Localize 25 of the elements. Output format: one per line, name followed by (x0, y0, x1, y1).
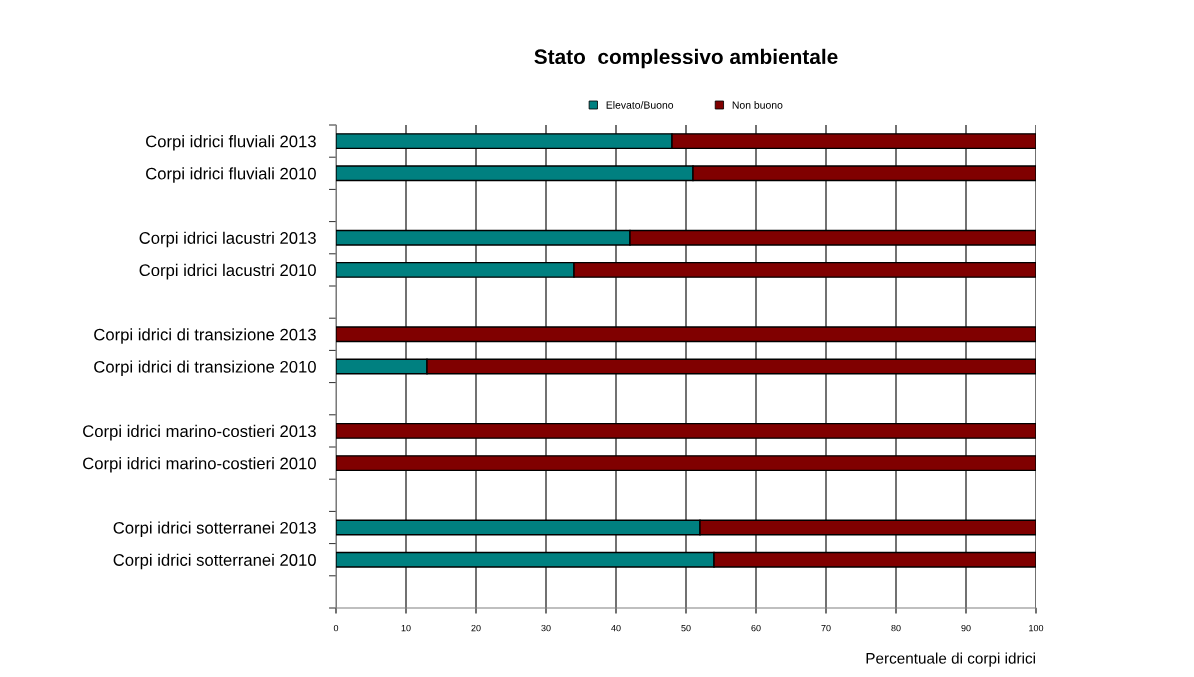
x-tick-label: 50 (681, 624, 691, 632)
y-tick-label: Corpi idrici marino-costieri 2013 (83, 424, 316, 441)
x-tick-label: 30 (541, 624, 551, 632)
y-tick-label: Corpi idrici marino-costieri 2010 (83, 457, 316, 473)
x-tick-label: 90 (961, 624, 971, 632)
x-tick-label: 70 (821, 624, 831, 632)
y-tick-label: Corpi idrici sotterranei 2013 (113, 521, 316, 537)
y-tick-label: Corpi idrici lacustri 2013 (139, 231, 316, 248)
y-tick-label: Corpi idrici fluviali 2010 (146, 167, 316, 183)
chart-title: Stato complessivo ambientale (534, 48, 838, 69)
y-tick-label: Corpi idrici di transizione 2013 (94, 328, 316, 344)
x-tick-label: 20 (471, 624, 481, 632)
y-tick-label: Corpi idrici lacustri 2010 (139, 263, 316, 280)
y-tick-label: Corpi idrici sotterranei 2010 (113, 553, 316, 570)
y-tick-label: Corpi idrici fluviali 2013 (146, 135, 316, 151)
x-axis-title: Percentuale di corpi idrici (866, 652, 1035, 667)
x-tick-label: 40 (611, 624, 621, 632)
legend-label: Elevato/Buono (606, 101, 674, 109)
x-tick-label: 80 (891, 624, 901, 632)
x-tick-label: 0 (333, 624, 339, 632)
x-tick-label: 60 (751, 624, 761, 632)
x-tick-label: 100 (1029, 624, 1044, 632)
x-tick-label: 10 (401, 624, 411, 632)
y-tick-label: Corpi idrici di transizione 2010 (94, 360, 316, 376)
legend-label: Non buono (732, 101, 783, 109)
